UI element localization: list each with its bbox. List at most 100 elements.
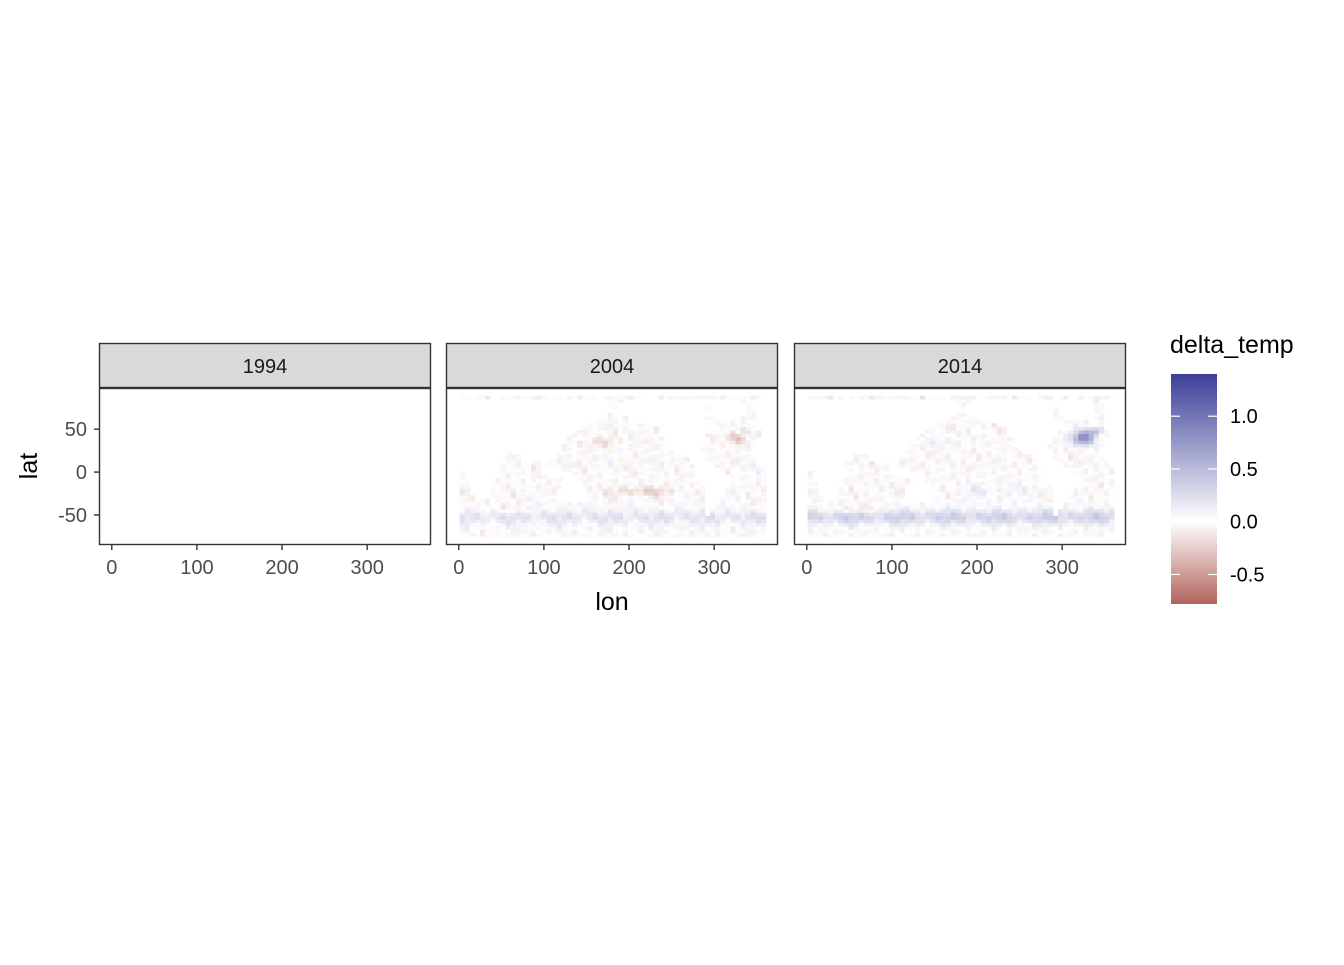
heatmap-cell [858,498,865,503]
heatmap-cell [848,519,854,524]
heatmap-cell [955,443,962,448]
heatmap-cell [658,436,665,441]
heatmap-cell [1093,436,1100,441]
heatmap-cell [945,460,952,465]
heatmap-cell [510,508,517,513]
heatmap-cell [899,508,906,513]
heatmap-cell [1073,491,1079,496]
heatmap-cell [833,498,839,503]
heatmap-cell [889,519,895,524]
heatmap-cell [1068,512,1074,517]
heatmap-cell [965,481,972,486]
heatmap-cell [1001,515,1008,520]
facet-strip [98,342,432,389]
heatmap-cell [965,478,972,482]
heatmap-cell [689,515,695,520]
heatmap-cell [812,498,819,503]
heatmap-cell [955,457,962,462]
heatmap-cell [996,522,1003,527]
heatmap-cell [633,440,639,445]
heatmap-cell [955,498,962,503]
heatmap-cell [745,529,752,534]
heatmap-cell [592,515,598,520]
heatmap-cell [633,474,639,479]
heatmap-cell [643,430,650,434]
heatmap-cell [843,508,849,513]
heatmap-cell [617,505,624,510]
heatmap-cell [853,395,860,400]
heatmap-cell [669,474,675,479]
heatmap-cell [884,484,890,489]
heatmap-cell [561,512,568,517]
heatmap-cell [755,508,762,513]
heatmap-cell [597,440,604,445]
heatmap-cell [582,443,588,448]
heatmap-cell [725,512,731,517]
heatmap-cell [1063,508,1069,513]
heatmap-cell [1022,495,1028,500]
heatmap-cell [674,498,680,503]
heatmap-cell [582,467,588,472]
heatmap-cell [1022,529,1028,534]
heatmap-cell [981,515,987,520]
heatmap-cell [500,484,506,489]
heatmap-cell [715,515,721,520]
heatmap-cell [1057,440,1064,445]
heatmap-cell [807,474,814,479]
heatmap-cell [653,443,660,448]
heatmap-cell [602,498,609,503]
heatmap-cell [669,481,675,486]
heatmap-cell [950,433,957,438]
heatmap-cell [807,488,814,493]
heatmap-cell [623,416,629,421]
heatmap-cell [1037,512,1043,517]
heatmap-cell [935,522,941,527]
heatmap-cell [965,526,972,530]
heatmap-cell [704,416,711,421]
x-tick-label: 300 [1045,557,1078,579]
heatmap-cell [571,502,578,506]
heatmap-cell [965,395,972,400]
heatmap-cell [628,430,634,434]
heatmap-cell [935,450,941,455]
heatmap-cell [981,495,987,500]
heatmap-cell [981,505,987,510]
heatmap-cell [745,423,752,427]
heatmap-cell [904,464,911,469]
heatmap-cell [853,495,860,500]
heatmap-cell [919,519,926,524]
heatmap-cell [679,457,685,462]
heatmap-cell [592,495,598,500]
heatmap-cell [1103,395,1110,400]
heatmap-cell [991,491,998,496]
heatmap-cell [459,519,466,524]
heatmap-cell [720,460,726,465]
heatmap-cell [633,467,639,472]
heatmap-cell [1032,460,1038,465]
heatmap-cell [669,502,675,506]
heatmap-cell [556,450,563,455]
heatmap-cell [879,505,885,510]
heatmap-cell [750,481,757,486]
heatmap-cell [950,515,957,520]
heatmap-cell [858,495,865,500]
heatmap-cell [1052,433,1059,438]
heatmap-cell [894,526,900,530]
heatmap-cell [684,474,690,479]
heatmap-cell [536,395,542,400]
heatmap-cell [955,416,962,421]
heatmap-cell [889,508,895,513]
heatmap-cell [914,519,921,524]
heatmap-tiles [459,395,767,537]
heatmap-cell [1027,474,1033,479]
heatmap-cell [694,519,701,524]
heatmap-cell [648,478,655,482]
heatmap-cell [674,474,680,479]
heatmap-cell [1098,505,1105,510]
heatmap-cell [515,529,522,534]
heatmap-cell [755,532,762,537]
heatmap-cell [838,526,844,530]
heatmap-cell [566,515,573,520]
heatmap-cell [1078,529,1084,534]
heatmap-cell [623,491,629,496]
